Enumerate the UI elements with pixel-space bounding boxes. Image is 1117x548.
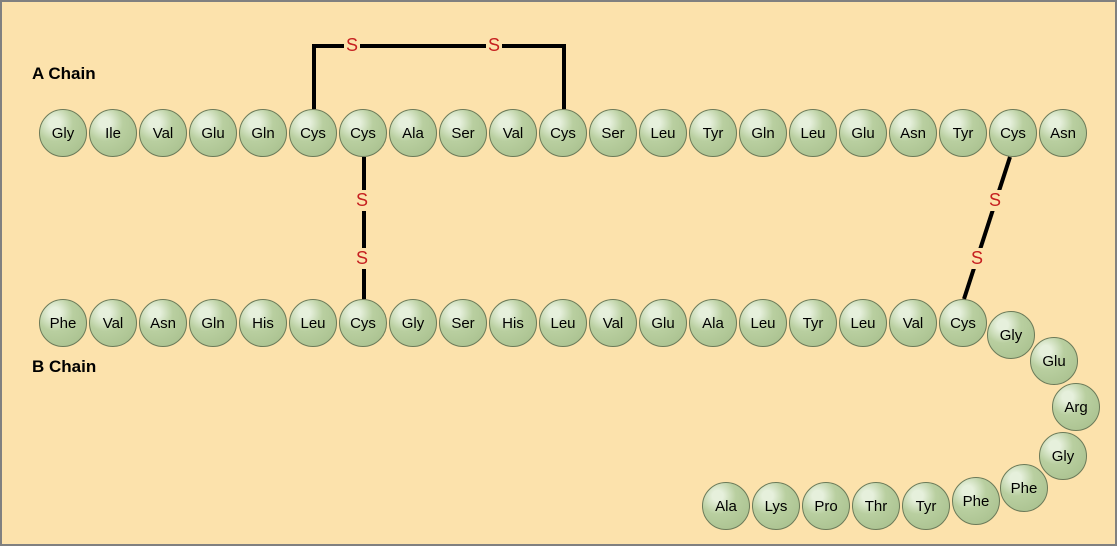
a-residue-8: Ala	[389, 109, 437, 157]
b-residue-28: Pro	[802, 482, 850, 530]
a-residue-2: Ile	[89, 109, 137, 157]
b-residue-30: Ala	[702, 482, 750, 530]
b-residue-6: Leu	[289, 299, 337, 347]
a-residue-18: Asn	[889, 109, 937, 157]
bond-intra-a-left	[312, 44, 316, 109]
b-residue-27: Thr	[852, 482, 900, 530]
a-residue-6: Cys	[289, 109, 337, 157]
a-residue-15: Gln	[739, 109, 787, 157]
b-residue-23: Gly	[1039, 432, 1087, 480]
bond-inter-left	[362, 157, 366, 299]
s-label-intra-a-2: S	[486, 35, 502, 56]
bond-inter-right	[2, 2, 1117, 548]
b-residue-26: Tyr	[902, 482, 950, 530]
b-residue-15: Leu	[739, 299, 787, 347]
b-residue-7: Cys	[339, 299, 387, 347]
b-chain-label: B Chain	[32, 357, 96, 377]
b-residue-11: Leu	[539, 299, 587, 347]
b-residue-12: Val	[589, 299, 637, 347]
b-residue-13: Glu	[639, 299, 687, 347]
b-residue-5: His	[239, 299, 287, 347]
a-residue-13: Leu	[639, 109, 687, 157]
a-residue-5: Gln	[239, 109, 287, 157]
b-residue-24: Phe	[1000, 464, 1048, 512]
a-chain-label: A Chain	[32, 64, 96, 84]
b-residue-8: Gly	[389, 299, 437, 347]
b-residue-9: Ser	[439, 299, 487, 347]
s-label-inter-left-2: S	[354, 248, 370, 269]
b-residue-16: Tyr	[789, 299, 837, 347]
a-residue-21: Asn	[1039, 109, 1087, 157]
a-residue-1: Gly	[39, 109, 87, 157]
b-residue-10: His	[489, 299, 537, 347]
b-residue-21: Glu	[1030, 337, 1078, 385]
a-residue-17: Glu	[839, 109, 887, 157]
a-residue-7: Cys	[339, 109, 387, 157]
a-residue-11: Cys	[539, 109, 587, 157]
b-residue-25: Phe	[952, 477, 1000, 525]
a-residue-4: Glu	[189, 109, 237, 157]
a-residue-20: Cys	[989, 109, 1037, 157]
insulin-diagram: { "labels": { "a_chain": "A Chain", "b_c…	[0, 0, 1117, 546]
a-residue-12: Ser	[589, 109, 637, 157]
a-residue-9: Ser	[439, 109, 487, 157]
b-residue-20: Gly	[987, 311, 1035, 359]
b-residue-2: Val	[89, 299, 137, 347]
b-residue-18: Val	[889, 299, 937, 347]
b-residue-19: Cys	[939, 299, 987, 347]
a-residue-3: Val	[139, 109, 187, 157]
a-residue-19: Tyr	[939, 109, 987, 157]
b-residue-4: Gln	[189, 299, 237, 347]
s-label-inter-left-1: S	[354, 190, 370, 211]
s-label-inter-right-1: S	[987, 190, 1003, 211]
a-residue-10: Val	[489, 109, 537, 157]
s-label-intra-a-1: S	[344, 35, 360, 56]
b-residue-3: Asn	[139, 299, 187, 347]
a-residue-16: Leu	[789, 109, 837, 157]
b-residue-22: Arg	[1052, 383, 1100, 431]
b-residue-29: Lys	[752, 482, 800, 530]
a-residue-14: Tyr	[689, 109, 737, 157]
b-residue-1: Phe	[39, 299, 87, 347]
bond-intra-a-right	[562, 44, 566, 109]
b-residue-17: Leu	[839, 299, 887, 347]
b-residue-14: Ala	[689, 299, 737, 347]
s-label-inter-right-2: S	[969, 248, 985, 269]
